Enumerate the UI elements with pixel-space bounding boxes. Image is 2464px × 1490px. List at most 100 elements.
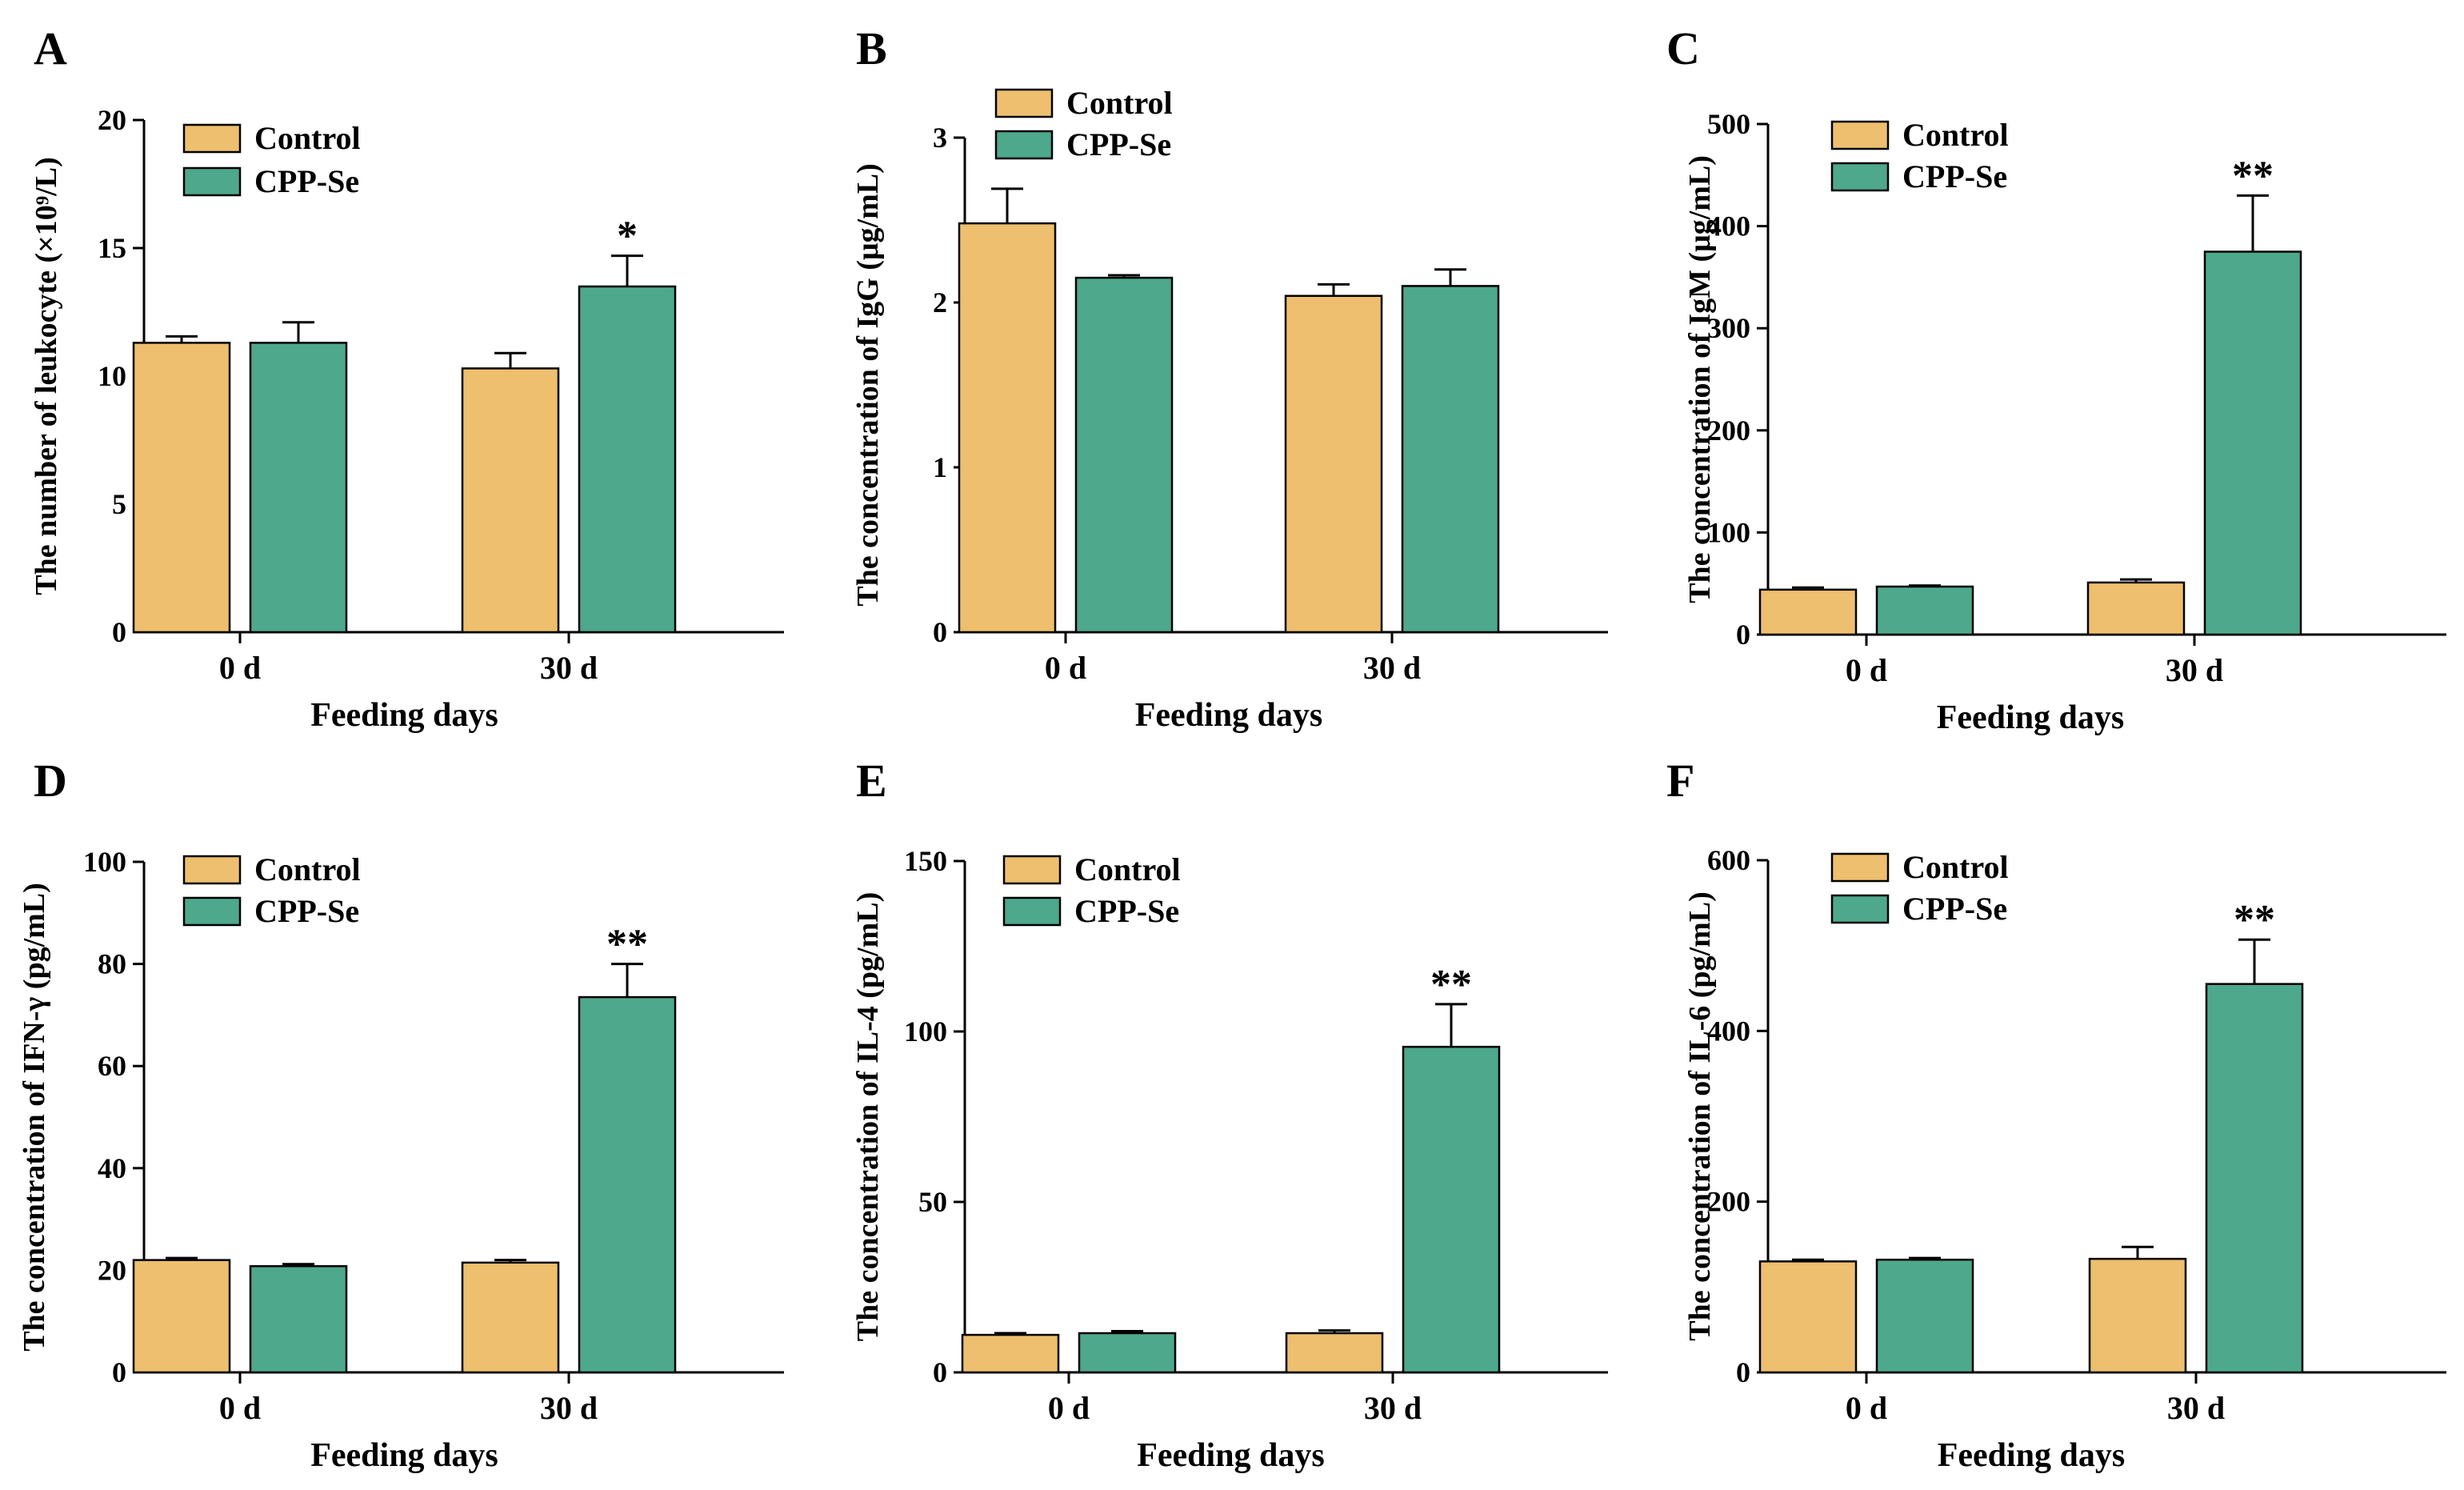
y-tick-label: 0 xyxy=(933,616,947,648)
x-axis-label: Feeding days xyxy=(1137,1437,1325,1474)
legend-swatch-cpp-se xyxy=(1002,896,1062,927)
x-tick-label: 0 d xyxy=(219,1390,261,1426)
legend-swatch-cpp-se xyxy=(994,130,1054,160)
y-tick-label: 400 xyxy=(1707,210,1750,242)
bar-control-0d xyxy=(961,1333,1060,1374)
y-tick-label: 600 xyxy=(1707,844,1750,876)
bar-control-0d xyxy=(958,222,1057,634)
legend-swatch-control xyxy=(182,855,242,885)
legend-swatch-control xyxy=(1830,852,1890,883)
panel-label: C xyxy=(1666,22,1700,74)
bar-control-0d xyxy=(132,1259,231,1374)
panel-D: D 0 20 40 60 80 100 The concentration of IFN-γ … xyxy=(18,755,784,1474)
bar-cpp-se-30d xyxy=(2203,250,2302,636)
x-tick-label: 0 d xyxy=(1846,652,1887,688)
significance-mark: ** xyxy=(606,922,648,967)
y-tick-label: 0 xyxy=(933,1356,947,1388)
bar-cpp-se-0d xyxy=(249,342,348,634)
y-tick-label: 0 xyxy=(1736,619,1750,651)
x-tick-label: 0 d xyxy=(1846,1390,1887,1426)
y-tick-label: 200 xyxy=(1707,415,1750,447)
y-tick-label: 0 xyxy=(112,1356,126,1388)
bar-cpp-se-30d xyxy=(1401,285,1500,634)
legend-swatch-control xyxy=(1002,855,1062,885)
x-tick-label: 30 d xyxy=(1363,650,1421,686)
legend-label: CPP-Se xyxy=(1902,891,2007,927)
legend-label: CPP-Se xyxy=(1074,893,1179,929)
y-axis-label: The concentration of IL-6 (pg/mL) xyxy=(1683,891,1717,1341)
legend-label: CPP-Se xyxy=(1902,158,2007,194)
legend-label: CPP-Se xyxy=(254,893,359,929)
y-tick-label: 300 xyxy=(1707,312,1750,344)
x-axis-label: Feeding days xyxy=(1938,1437,2126,1474)
legend-label: Control xyxy=(1074,851,1181,887)
x-tick-label: 30 d xyxy=(540,1390,598,1426)
y-tick-label: 0 xyxy=(1736,1356,1750,1388)
x-tick-label: 30 d xyxy=(2166,652,2223,688)
x-tick-label: 30 d xyxy=(1364,1390,1422,1426)
legend-swatch-control xyxy=(1830,120,1890,150)
panel-label: D xyxy=(34,755,67,807)
x-tick-label: 30 d xyxy=(2167,1390,2225,1426)
bar-control-30d xyxy=(1284,294,1383,634)
bar-control-30d xyxy=(2086,581,2186,636)
y-tick-label: 1 xyxy=(933,451,947,483)
bar-control-30d xyxy=(461,367,560,634)
legend-label: Control xyxy=(254,851,361,887)
y-tick-label: 10 xyxy=(98,360,126,392)
legend-swatch-cpp-se xyxy=(1830,162,1890,192)
bar-control-0d xyxy=(1758,588,1858,636)
bar-cpp-se-0d xyxy=(249,1265,348,1374)
legend-swatch-cpp-se xyxy=(182,166,242,197)
legend-swatch-cpp-se xyxy=(1830,894,1890,924)
panel-C: C 0 100 200 300 400 500 The concentration of Ig… xyxy=(1666,22,2446,736)
y-axis-label: The concentration of IL-4 (pg/mL) xyxy=(851,892,885,1342)
bar-cpp-se-0d xyxy=(1074,276,1174,634)
bar-control-30d xyxy=(2088,1257,2187,1374)
bar-control-30d xyxy=(461,1261,560,1374)
y-tick-label: 100 xyxy=(83,846,126,878)
y-tick-label: 150 xyxy=(904,845,947,877)
bar-cpp-se-0d xyxy=(1078,1332,1177,1374)
legend-label: CPP-Se xyxy=(1066,126,1171,162)
y-tick-label: 80 xyxy=(98,948,126,980)
y-tick-label: 500 xyxy=(1707,108,1750,140)
y-tick-label: 40 xyxy=(98,1152,126,1184)
y-tick-label: 100 xyxy=(904,1015,947,1047)
y-tick-label: 3 xyxy=(933,122,947,154)
y-axis-label: The concentration of IgM (μg/mL) xyxy=(1683,155,1717,603)
x-axis-label: Feeding days xyxy=(310,697,498,734)
y-tick-label: 20 xyxy=(98,1254,126,1286)
panel-F: F 0 200 400 600 The concentration of IL-6 (pg… xyxy=(1666,755,2446,1474)
y-tick-label: 60 xyxy=(98,1050,126,1082)
bar-cpp-se-30d xyxy=(1402,1045,1501,1374)
y-tick-label: 100 xyxy=(1707,516,1750,548)
legend-label: Control xyxy=(1902,117,2009,153)
x-axis-label: Feeding days xyxy=(1135,697,1323,734)
y-tick-label: 15 xyxy=(98,232,126,264)
panel-A: A 0 5 10 15 20 The number of leukocyte (×10⁹/L… xyxy=(30,22,784,734)
significance-mark: ** xyxy=(2232,153,2274,198)
bar-cpp-se-30d xyxy=(578,285,677,634)
bar-control-0d xyxy=(132,342,231,634)
panel-label: B xyxy=(856,22,887,74)
x-tick-label: 0 d xyxy=(219,650,261,686)
panel-label: A xyxy=(34,22,67,74)
legend-label: Control xyxy=(254,120,361,156)
legend-swatch-control xyxy=(182,123,242,154)
bar-cpp-se-30d xyxy=(2205,983,2304,1374)
y-tick-label: 200 xyxy=(1707,1186,1750,1218)
y-axis-label: The concentration of IgG (μg/mL) xyxy=(851,163,885,607)
y-tick-label: 20 xyxy=(98,104,126,136)
panel-B: B 0 1 2 3 The concentration of IgG (μg/mL) 0 d… xyxy=(851,22,1608,734)
y-tick-label: 50 xyxy=(918,1186,947,1218)
y-axis-label: The concentration of IFN-γ (pg/mL) xyxy=(18,883,51,1352)
significance-mark: * xyxy=(617,214,638,259)
y-tick-label: 2 xyxy=(933,286,947,318)
bar-control-0d xyxy=(1758,1260,1858,1374)
panel-label: F xyxy=(1666,755,1694,807)
panel-label: E xyxy=(856,755,887,807)
legend-label: Control xyxy=(1902,849,2009,885)
bar-cpp-se-0d xyxy=(1875,1258,1974,1374)
